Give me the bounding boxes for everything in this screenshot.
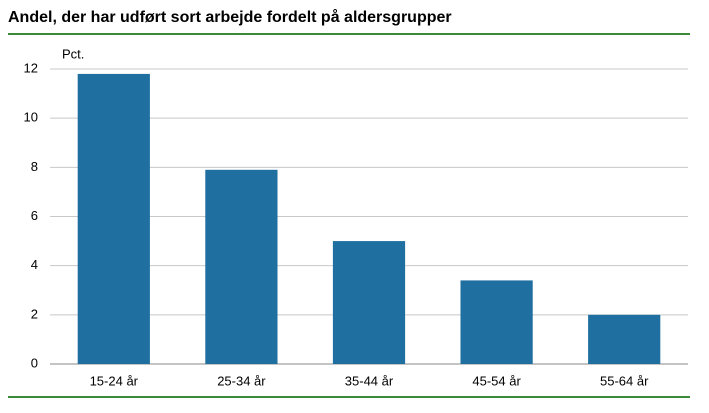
y-tick-label: 10 (24, 110, 38, 125)
bar (460, 280, 533, 364)
bar (332, 241, 406, 364)
bar (588, 314, 661, 364)
y-tick-label: 2 (31, 306, 38, 321)
y-tick-label: 12 (24, 60, 38, 75)
y-axis-label: Pct. (62, 46, 84, 61)
bar (77, 73, 150, 365)
x-tick-label: 55-64 år (600, 373, 649, 388)
x-tick-label: 15-24 år (90, 373, 139, 388)
y-tick-label: 8 (31, 159, 38, 174)
x-tick-label: 35-44 år (345, 373, 394, 388)
y-tick-label: 4 (31, 257, 38, 272)
bar (205, 169, 278, 364)
chart-title: Andel, der har udført sort arbejde forde… (8, 8, 452, 26)
x-tick-label: 25-34 år (217, 373, 266, 388)
y-tick-label: 6 (31, 208, 38, 223)
x-tick-label: 45-54 år (472, 373, 521, 388)
y-tick-label: 0 (31, 355, 38, 370)
